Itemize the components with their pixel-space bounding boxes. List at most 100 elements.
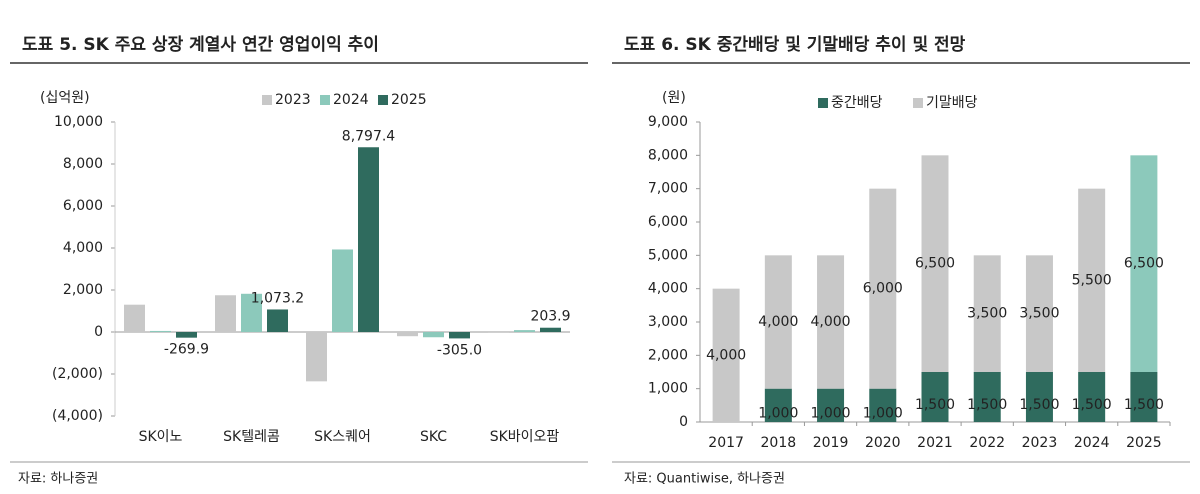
data-label: 1,500 (1072, 397, 1112, 413)
bar (423, 332, 444, 338)
legend-swatch (818, 98, 828, 108)
y-tick-label: 1,000 (648, 381, 688, 397)
y-tick-label: 7,000 (648, 181, 688, 197)
bar (1025, 372, 1053, 422)
data-label: 4,000 (706, 347, 746, 363)
data-label: 5,500 (1072, 272, 1112, 288)
x-tick-label: 2023 (1022, 435, 1058, 451)
data-label: 6,500 (1124, 256, 1164, 272)
data-label: 1,000 (758, 405, 798, 421)
bar (921, 372, 949, 422)
legend-label: 2023 (275, 92, 311, 108)
legend-swatch (378, 95, 388, 105)
x-tick-label: SK텔레콤 (223, 429, 280, 445)
y-tick-label: 0 (679, 414, 688, 430)
bar (332, 249, 353, 332)
y-tick-label: 8,000 (648, 147, 688, 163)
y-tick-label: 4,000 (63, 240, 103, 256)
bar (488, 332, 509, 333)
y-tick-label: 5,000 (648, 247, 688, 263)
bar (358, 147, 379, 332)
data-label: 1,073.2 (251, 290, 304, 306)
data-label: 3,500 (967, 306, 1007, 322)
x-tick-label: 2017 (708, 435, 744, 451)
legend-swatch (320, 95, 330, 105)
data-label: -305.0 (437, 342, 482, 358)
bar (215, 295, 236, 332)
bar (150, 330, 171, 332)
y-tick-label: (2,000) (52, 366, 103, 382)
y-tick-label: 9,000 (648, 114, 688, 130)
chart-title: 도표 5. SK 주요 상장 계열사 연간 영업이익 추이 (22, 35, 379, 55)
y-tick-label: 10,000 (54, 114, 103, 130)
bar (449, 332, 470, 339)
bar (1078, 188, 1106, 372)
bar (540, 327, 561, 332)
x-tick-label: 2024 (1074, 435, 1110, 451)
bar (1078, 372, 1106, 422)
bar (1130, 155, 1158, 372)
y-tick-label: 3,000 (648, 314, 688, 330)
bar (241, 293, 262, 332)
data-label: 1,500 (915, 397, 955, 413)
data-label: 6,000 (863, 281, 903, 297)
bar (712, 288, 740, 422)
y-tick-label: 8,000 (63, 156, 103, 172)
unit-label: (원) (662, 90, 686, 106)
y-tick-label: 6,000 (63, 198, 103, 214)
bar (764, 255, 792, 389)
source: 자료: Quantiwise, 하나증권 (624, 472, 785, 487)
x-tick-label: SKC (420, 429, 447, 445)
x-tick-label: SK이노 (139, 429, 183, 445)
x-tick-label: 2021 (917, 435, 953, 451)
bar (267, 309, 288, 332)
bar (176, 332, 197, 338)
bar (306, 332, 327, 382)
legend-label: 2024 (333, 92, 369, 108)
data-label: 8,797.4 (342, 128, 396, 144)
legend-label: 2025 (391, 92, 427, 108)
bar (869, 188, 897, 389)
chart-title: 도표 6. SK 중간배당 및 기말배당 추이 및 전망 (624, 34, 966, 55)
unit-label: (십억원) (40, 90, 90, 106)
y-tick-label: 4,000 (648, 281, 688, 297)
data-label: 3,500 (1019, 306, 1059, 322)
data-label: 6,500 (915, 256, 955, 272)
y-tick-label: (4,000) (52, 408, 103, 424)
x-tick-label: 2022 (969, 435, 1005, 451)
data-label: 1,500 (1124, 397, 1164, 413)
bar (397, 332, 418, 337)
x-tick-label: 2018 (761, 435, 797, 451)
legend-label: 중간배당 (831, 95, 883, 111)
data-label: 4,000 (758, 314, 798, 330)
y-tick-label: 2,000 (648, 347, 688, 363)
data-label: 1,500 (1019, 397, 1059, 413)
source: 자료: 하나증권 (18, 472, 98, 487)
legend-swatch (913, 98, 923, 108)
x-tick-label: 2025 (1126, 435, 1162, 451)
bar (124, 304, 145, 332)
data-label: -269.9 (164, 342, 209, 358)
bar (869, 388, 897, 422)
bar (817, 255, 845, 389)
bar (973, 255, 1001, 372)
data-label: 203.9 (530, 309, 570, 325)
y-tick-label: 6,000 (648, 214, 688, 230)
bar (764, 388, 792, 422)
x-tick-label: 2019 (813, 435, 849, 451)
y-tick-label: 2,000 (63, 282, 103, 298)
y-tick-label: 0 (94, 324, 103, 340)
bar (514, 330, 535, 332)
data-label: 1,000 (863, 405, 903, 421)
data-label: 1,000 (811, 405, 851, 421)
bar (1130, 372, 1158, 422)
legend-swatch (262, 95, 272, 105)
bar (973, 372, 1001, 422)
x-tick-label: 2020 (865, 435, 901, 451)
data-label: 4,000 (811, 314, 851, 330)
bar (817, 388, 845, 422)
legend-label: 기말배당 (926, 95, 978, 111)
x-tick-label: SK스퀘어 (314, 429, 371, 445)
x-tick-label: SK바이오팜 (490, 429, 560, 445)
